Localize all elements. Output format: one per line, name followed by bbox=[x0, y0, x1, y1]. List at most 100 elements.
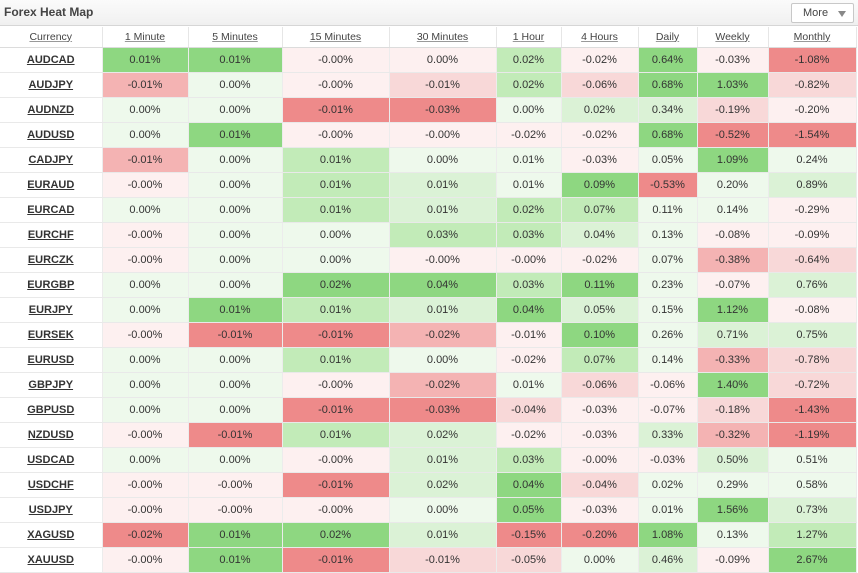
heatmap-cell: 0.68% bbox=[638, 72, 698, 98]
table-row: EURJPY 0.00% 0.01% 0.01% 0.01% 0.04% 0.05% 0.15… bbox=[0, 297, 857, 323]
column-header-label: Daily bbox=[655, 30, 680, 43]
heatmap-cell: -0.09% bbox=[697, 547, 769, 573]
currency-pair-link[interactable]: EURCZK bbox=[0, 247, 103, 273]
heatmap-cell: 0.51% bbox=[768, 447, 857, 473]
currency-pair-link[interactable]: CADJPY bbox=[0, 147, 103, 173]
heatmap-cell: 0.04% bbox=[389, 272, 497, 298]
column-header-1[interactable]: 1 Minute bbox=[102, 27, 189, 48]
heatmap-cell: -0.04% bbox=[496, 397, 562, 423]
heatmap-cell: -0.00% bbox=[282, 72, 390, 98]
heatmap-cell: 0.46% bbox=[638, 547, 698, 573]
table-body: AUDCAD 0.01% 0.01% -0.00% 0.00% 0.02% -0.02% 0.… bbox=[0, 47, 857, 573]
heatmap-cell: 1.27% bbox=[768, 522, 857, 548]
heatmap-cell: -0.20% bbox=[768, 97, 857, 123]
heatmap-cell: -0.00% bbox=[561, 447, 639, 473]
column-header-6[interactable]: 4 Hours bbox=[561, 27, 639, 48]
heatmap-grid: Currency 1 Minute 5 Minutes 15 Minutes 30 Mi… bbox=[0, 27, 858, 573]
currency-pair-link[interactable]: AUDCAD bbox=[0, 47, 103, 73]
column-header-3[interactable]: 15 Minutes bbox=[282, 27, 390, 48]
heatmap-cell: 0.02% bbox=[638, 472, 698, 498]
currency-pair-link[interactable]: USDCAD bbox=[0, 447, 103, 473]
heatmap-cell: -0.33% bbox=[697, 347, 769, 373]
heatmap-cell: 0.00% bbox=[282, 222, 390, 248]
heatmap-cell: 0.02% bbox=[282, 522, 390, 548]
heatmap-cell: 0.01% bbox=[282, 172, 390, 198]
currency-pair-link[interactable]: USDCHF bbox=[0, 472, 103, 498]
heatmap-cell: -0.00% bbox=[282, 47, 390, 73]
currency-pair-link[interactable]: NZDUSD bbox=[0, 422, 103, 448]
heatmap-cell: 0.00% bbox=[188, 347, 283, 373]
column-header-2[interactable]: 5 Minutes bbox=[188, 27, 283, 48]
currency-pair-link[interactable]: EURGBP bbox=[0, 272, 103, 298]
heatmap-cell: -0.72% bbox=[768, 372, 857, 398]
currency-pair-link[interactable]: XAUUSD bbox=[0, 547, 103, 573]
heatmap-cell: 0.75% bbox=[768, 322, 857, 348]
table-row: EURCAD 0.00% 0.00% 0.01% 0.01% 0.02% 0.07% 0.11… bbox=[0, 197, 857, 223]
heatmap-cell: 0.33% bbox=[638, 422, 698, 448]
heatmap-cell: 0.00% bbox=[188, 72, 283, 98]
heatmap-cell: 0.71% bbox=[697, 322, 769, 348]
currency-pair-link[interactable]: EURCAD bbox=[0, 197, 103, 223]
heatmap-cell: -0.01% bbox=[102, 147, 189, 173]
heatmap-cell: -0.01% bbox=[282, 397, 390, 423]
heatmap-cell: 0.07% bbox=[561, 197, 639, 223]
column-header-9[interactable]: Monthly bbox=[768, 27, 857, 48]
heatmap-cell: -0.02% bbox=[102, 522, 189, 548]
heatmap-cell: -0.19% bbox=[697, 97, 769, 123]
heatmap-cell: -0.01% bbox=[102, 72, 189, 98]
heatmap-cell: 0.64% bbox=[638, 47, 698, 73]
heatmap-cell: -0.02% bbox=[561, 47, 639, 73]
heatmap-cell: 0.09% bbox=[561, 172, 639, 198]
table-row: AUDCAD 0.01% 0.01% -0.00% 0.00% 0.02% -0.02% 0.… bbox=[0, 47, 857, 73]
heatmap-cell: -0.06% bbox=[638, 372, 698, 398]
heatmap-cell: -0.01% bbox=[389, 547, 497, 573]
currency-pair-link[interactable]: EURCHF bbox=[0, 222, 103, 248]
currency-pair-link[interactable]: USDJPY bbox=[0, 497, 103, 523]
heatmap-cell: 0.01% bbox=[496, 172, 562, 198]
currency-pair-link[interactable]: EURJPY bbox=[0, 297, 103, 323]
more-dropdown-button[interactable]: More bbox=[791, 3, 854, 23]
table-row: EURSEK -0.00% -0.01% -0.01% -0.02% -0.01% 0.10… bbox=[0, 322, 857, 348]
table-row: EURCHF -0.00% 0.00% 0.00% 0.03% 0.03% 0.04% 0.1… bbox=[0, 222, 857, 248]
heatmap-cell: 0.01% bbox=[389, 297, 497, 323]
table-row: AUDUSD 0.00% 0.01% -0.00% -0.00% -0.02% -0.02%… bbox=[0, 122, 857, 148]
heatmap-cell: -0.01% bbox=[188, 322, 283, 348]
column-header-0[interactable]: Currency bbox=[0, 27, 103, 48]
heatmap-cell: -0.18% bbox=[697, 397, 769, 423]
heatmap-cell: -0.07% bbox=[638, 397, 698, 423]
currency-pair-link[interactable]: EURSEK bbox=[0, 322, 103, 348]
heatmap-cell: 0.01% bbox=[282, 147, 390, 173]
table-row: GBPUSD 0.00% 0.00% -0.01% -0.03% -0.04% -0.03%… bbox=[0, 397, 857, 423]
currency-pair-link[interactable]: EURAUD bbox=[0, 172, 103, 198]
table-row: XAUUSD -0.00% 0.01% -0.01% -0.01% -0.05% 0.00%… bbox=[0, 547, 857, 573]
heatmap-cell: -0.07% bbox=[697, 272, 769, 298]
currency-pair-link[interactable]: GBPJPY bbox=[0, 372, 103, 398]
currency-pair-link[interactable]: XAGUSD bbox=[0, 522, 103, 548]
heatmap-cell: 0.89% bbox=[768, 172, 857, 198]
heatmap-cell: -0.00% bbox=[102, 322, 189, 348]
heatmap-cell: 0.14% bbox=[697, 197, 769, 223]
heatmap-cell: 0.00% bbox=[561, 547, 639, 573]
currency-pair-link[interactable]: AUDNZD bbox=[0, 97, 103, 123]
heatmap-cell: 0.13% bbox=[697, 522, 769, 548]
column-header-8[interactable]: Weekly bbox=[697, 27, 769, 48]
currency-pair-link[interactable]: AUDJPY bbox=[0, 72, 103, 98]
heatmap-cell: 0.20% bbox=[697, 172, 769, 198]
currency-pair-link[interactable]: GBPUSD bbox=[0, 397, 103, 423]
heatmap-cell: 0.01% bbox=[102, 47, 189, 73]
heatmap-cell: 0.01% bbox=[282, 347, 390, 373]
heatmap-cell: 0.01% bbox=[188, 47, 283, 73]
heatmap-cell: -0.00% bbox=[389, 122, 497, 148]
heatmap-cell: -0.32% bbox=[697, 422, 769, 448]
heatmap-cell: -0.03% bbox=[389, 97, 497, 123]
column-header-7[interactable]: Daily bbox=[638, 27, 698, 48]
currency-pair-link[interactable]: AUDUSD bbox=[0, 122, 103, 148]
heatmap-cell: 0.02% bbox=[561, 97, 639, 123]
column-header-5[interactable]: 1 Hour bbox=[496, 27, 562, 48]
heatmap-cell: 0.50% bbox=[697, 447, 769, 473]
heatmap-cell: 0.02% bbox=[389, 472, 497, 498]
heatmap-cell: 0.00% bbox=[188, 272, 283, 298]
currency-pair-link[interactable]: EURUSD bbox=[0, 347, 103, 373]
column-header-4[interactable]: 30 Minutes bbox=[389, 27, 497, 48]
heatmap-cell: -0.03% bbox=[389, 397, 497, 423]
